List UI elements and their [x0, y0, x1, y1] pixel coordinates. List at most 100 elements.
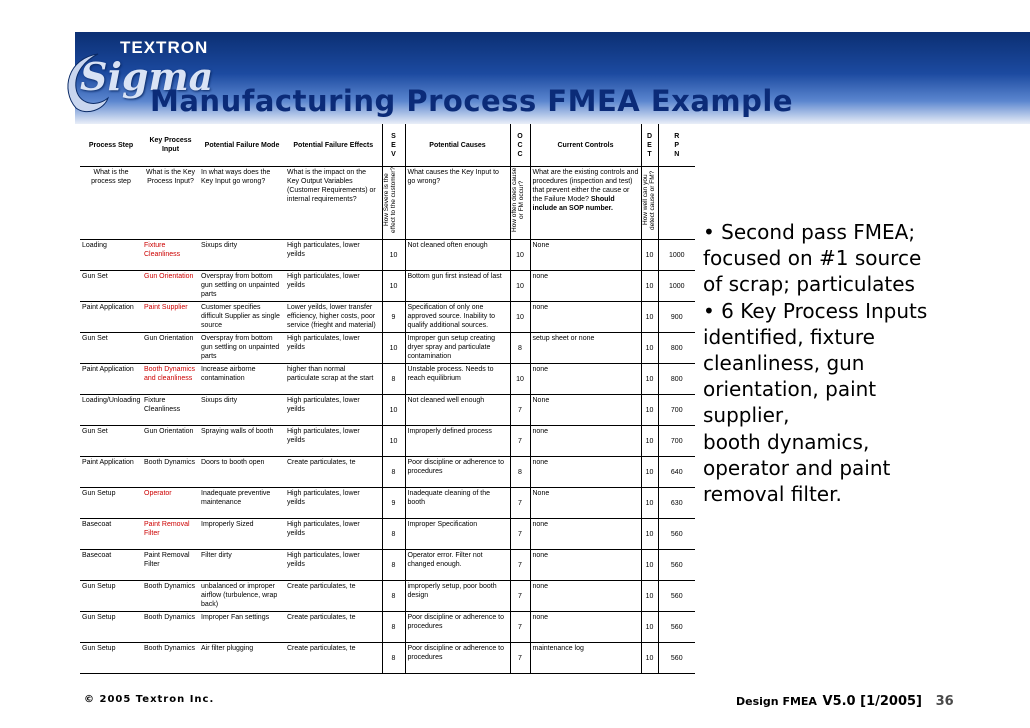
summary-text: • Second pass FMEA; focused on #1 source… [703, 219, 939, 507]
cell-occ: 10 [509, 363, 530, 395]
col-header-mode: Potential Failure Mode [199, 124, 285, 167]
cell-causes: Operator error. Filter not changed enoug… [404, 549, 510, 581]
cell-causes: Improper Specification [404, 518, 510, 550]
cell-mode: Overspray from bottom gun settling on un… [199, 332, 285, 364]
cell-effects: High particulates, lower yeilds [285, 270, 382, 302]
cell-input: Gun Orientation [142, 270, 199, 302]
cell-step: Gun Setup [80, 642, 142, 674]
table-row: Paint Application Booth Dynamics Doors to … [80, 456, 695, 488]
sub-det: How well can you detect cause or FM? [640, 166, 658, 240]
cell-sev: 10 [381, 239, 405, 271]
cell-rpn: 1000 [657, 239, 695, 271]
summary-bullet-2-cont: booth dynamics, operator and paint remov… [703, 429, 891, 507]
cell-mode: Inadequate preventive maintenance [199, 487, 285, 519]
col-header-causes: Potential Causes [404, 124, 510, 167]
cell-rpn: 560 [657, 518, 695, 550]
cell-sev: 10 [381, 332, 405, 364]
cell-input: Paint Supplier [142, 301, 199, 333]
cell-step: Loading/Unloading [80, 394, 142, 426]
table-row: Gun Setup Booth Dynamics Improper Fan sett… [80, 611, 695, 643]
summary-bullet-2: • 6 Key Process Inputs identified, fixtu… [703, 298, 928, 428]
cell-mode: Sixups dirty [199, 239, 285, 271]
col-header-controls: Current Controls [529, 124, 641, 167]
cell-mode: Overspray from bottom gun settling on un… [199, 270, 285, 302]
cell-occ: 7 [509, 580, 530, 612]
cell-mode: unbalanced or improper airflow (turbulen… [199, 580, 285, 612]
cell-det: 10 [640, 394, 658, 426]
cell-input: Booth Dynamics [142, 580, 199, 612]
cell-sev: 8 [381, 611, 405, 643]
cell-input: Paint Removal Filter [142, 549, 199, 581]
cell-rpn: 800 [657, 332, 695, 364]
table-row: Basecoat Paint Removal Filter Improperly S… [80, 518, 695, 550]
cell-sev: 8 [381, 642, 405, 674]
cell-sev: 8 [381, 549, 405, 581]
page-title: Manufacturing Process FMEA Example [150, 84, 793, 118]
table-row: Gun Set Gun Orientation Overspray from bot… [80, 332, 695, 364]
cell-causes: Unstable process. Needs to reach equilib… [404, 363, 510, 395]
cell-input: Gun Orientation [142, 332, 199, 364]
table-row: Loading/Unloading Fixture Cleanliness Sixu… [80, 394, 695, 426]
cell-causes: Poor discipline or adherence to procedur… [404, 456, 510, 488]
table-header-row: Process Step Key Process Input Potential… [80, 124, 695, 167]
cell-causes: Not cleaned well enough [404, 394, 510, 426]
cell-causes: Improperly defined process [404, 425, 510, 457]
cell-input: Booth Dynamics [142, 456, 199, 488]
cell-rpn: 800 [657, 363, 695, 395]
cell-mode: Sixups dirty [199, 394, 285, 426]
cell-rpn: 700 [657, 425, 695, 457]
cell-controls: none [529, 456, 641, 488]
cell-mode: Spraying walls of booth [199, 425, 285, 457]
table-row: Gun Setup Booth Dynamics unbalanced or imp… [80, 580, 695, 612]
footer-version: V5.0 [1/2005] [822, 694, 922, 709]
cell-controls: none [529, 363, 641, 395]
cell-controls: none [529, 301, 641, 333]
cell-controls: None [529, 239, 641, 271]
cell-occ: 7 [509, 611, 530, 643]
table-row: Paint Application Booth Dynamics and clea… [80, 363, 695, 395]
cell-det: 10 [640, 487, 658, 519]
cell-step: Gun Setup [80, 611, 142, 643]
cell-controls: setup sheet or none [529, 332, 641, 364]
sub-controls: What are the existing controls and proce… [529, 166, 641, 240]
cell-sev: 10 [381, 425, 405, 457]
cell-rpn: 900 [657, 301, 695, 333]
cell-sev: 9 [381, 487, 405, 519]
sub-effects: What is the impact on the Key Output Var… [285, 166, 382, 240]
cell-occ: 10 [509, 239, 530, 271]
cell-det: 10 [640, 642, 658, 674]
col-header-input: Key Process Input [142, 124, 199, 167]
cell-det: 10 [640, 301, 658, 333]
cell-effects: High particulates, lower yeilds [285, 487, 382, 519]
cell-effects: Lower yeilds, lower transfer efficiency,… [285, 301, 382, 333]
table-row: Basecoat Paint Removal Filter Filter dirty… [80, 549, 695, 581]
cell-rpn: 560 [657, 611, 695, 643]
cell-step: Gun Setup [80, 487, 142, 519]
cell-det: 10 [640, 270, 658, 302]
cell-mode: Filter dirty [199, 549, 285, 581]
cell-sev: 8 [381, 518, 405, 550]
footer-doc-info: Design FMEA V5.0 [1/2005] 36 [736, 690, 954, 709]
cell-step: Gun Set [80, 332, 142, 364]
cell-effects: High particulates, lower yeilds [285, 518, 382, 550]
cell-mode: Increase airborne contamination [199, 363, 285, 395]
cell-causes: Bottom gun first instead of last [404, 270, 510, 302]
cell-step: Gun Set [80, 270, 142, 302]
cell-det: 10 [640, 456, 658, 488]
cell-controls: none [529, 580, 641, 612]
cell-effects: High particulates, lower yeilds [285, 425, 382, 457]
cell-sev: 8 [381, 456, 405, 488]
cell-occ: 8 [509, 456, 530, 488]
cell-rpn: 630 [657, 487, 695, 519]
logo-product: Sigma [80, 54, 214, 99]
cell-controls: none [529, 270, 641, 302]
cell-input: Booth Dynamics and cleanliness [142, 363, 199, 395]
sub-causes: What causes the Key Input to go wrong? [404, 166, 510, 240]
cell-occ: 7 [509, 394, 530, 426]
cell-mode: Doors to booth open [199, 456, 285, 488]
cell-rpn: 1000 [657, 270, 695, 302]
cell-input: Booth Dynamics [142, 611, 199, 643]
